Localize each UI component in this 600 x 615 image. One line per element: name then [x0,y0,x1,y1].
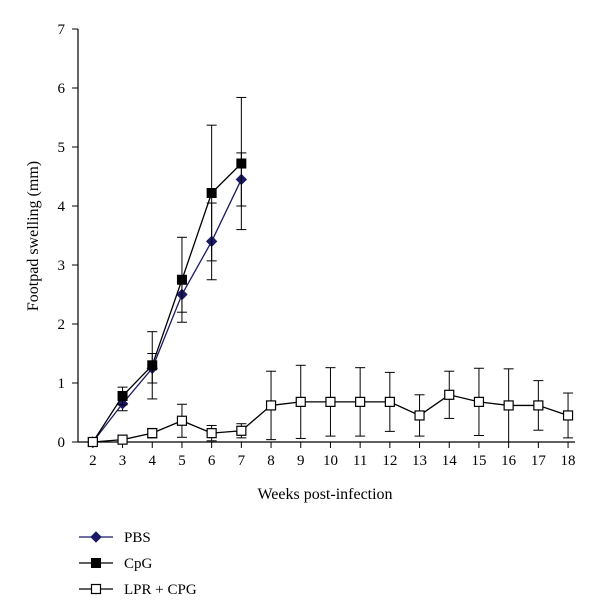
x-tick-label: 4 [149,453,157,469]
data-point [90,531,102,543]
data-point [355,396,366,407]
series-line [92,163,242,443]
x-tick-label: 7 [238,453,246,469]
data-point [236,158,247,169]
x-tick-label: 2 [89,453,97,469]
legend-entry: PBS [79,530,151,546]
data-point [414,410,425,421]
data-point [90,583,102,595]
series-cpg [87,96,247,447]
data-point [147,360,158,371]
data-point [176,415,188,426]
x-tick-label: 11 [353,453,367,469]
y-tick-label: 3 [58,258,66,274]
legend: PBS CpG LPR + CPG [79,530,197,598]
x-tick-label: 6 [208,453,216,469]
y-tick-label: 2 [58,317,66,333]
data-point [91,558,101,568]
x-tick-label: 12 [382,453,397,469]
x-tick-label: 14 [442,453,458,469]
series-layer [87,96,574,448]
y-tick-label: 0 [58,435,66,451]
data-point [117,434,128,445]
x-tick-label: 5 [178,453,186,469]
series-pbs [87,152,248,448]
x-axis-title: Weeks post-infection [257,486,392,503]
y-tick-label: 6 [58,81,66,97]
data-point [503,400,514,411]
legend-entry: CpG [79,556,153,572]
data-point [117,390,128,401]
x-tick-label: 17 [531,453,547,469]
data-point [325,396,336,407]
data-point [176,274,187,285]
x-tick-label: 18 [561,453,576,469]
x-tick-label: 8 [267,453,275,469]
data-point [206,188,217,199]
data-point [533,400,544,411]
y-tick-label: 7 [58,22,66,38]
data-point [295,396,306,407]
legend-entry: LPR + CPG [79,582,197,598]
data-point [473,396,485,407]
data-point [562,410,574,421]
series-line [92,179,242,443]
x-tick-label: 13 [412,453,427,469]
data-point [384,396,395,407]
y-axis-title: Footpad swelling (mm) [25,161,42,311]
y-tick-label: 1 [58,376,66,392]
x-tick-label: 16 [501,453,517,469]
x-tick-label: 10 [323,453,338,469]
data-point [206,428,217,439]
legend-label: PBS [124,530,151,546]
data-point [444,389,455,400]
x-tick-label: 15 [471,453,486,469]
legend-label: CpG [124,556,153,572]
y-tick-label: 5 [58,140,66,156]
data-point [236,425,247,436]
data-point [147,428,158,439]
x-tick-label: 3 [119,453,127,469]
y-tick-label: 4 [58,199,66,215]
series-lpr-cpg [87,364,574,448]
x-tick-label: 9 [297,453,305,469]
data-point [87,436,98,448]
legend-label: LPR + CPG [124,582,197,598]
data-point [265,400,277,411]
